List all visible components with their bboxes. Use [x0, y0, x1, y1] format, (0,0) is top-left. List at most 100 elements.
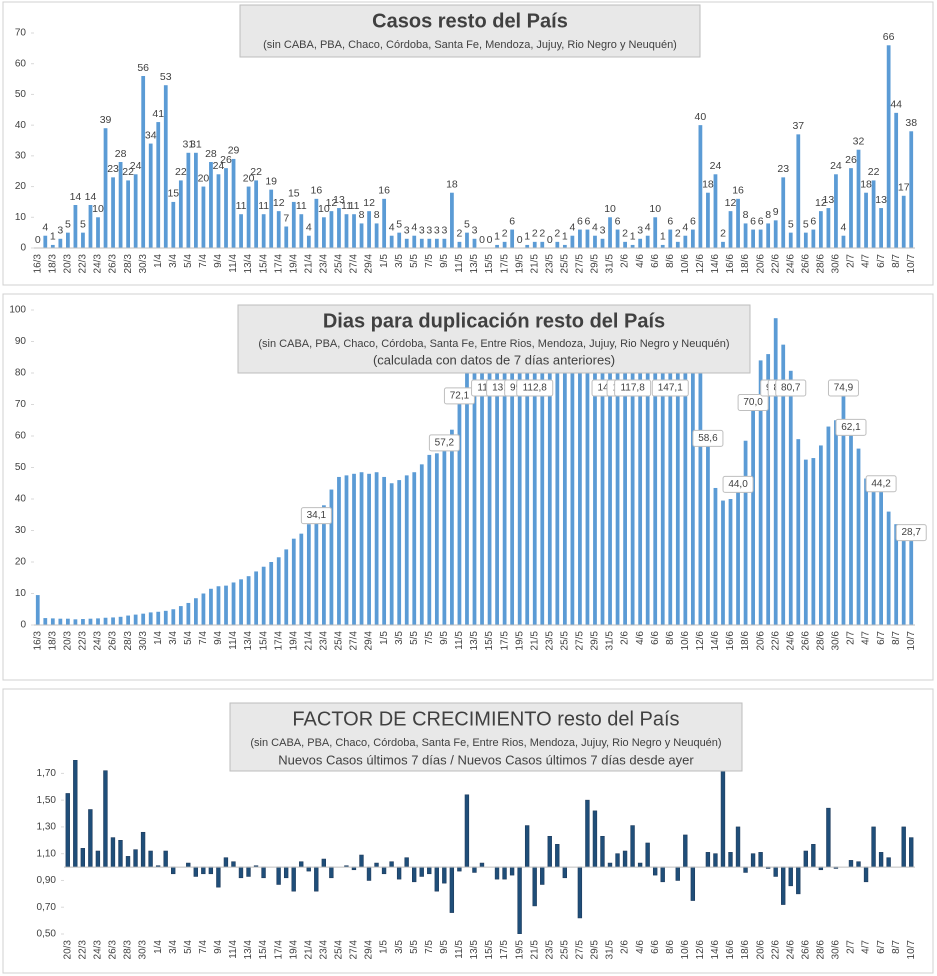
bar [126, 615, 131, 625]
bar [555, 310, 560, 625]
bar [80, 848, 86, 868]
data-label: 0 [487, 234, 493, 246]
bar [818, 445, 823, 625]
x-tick-label: 3/4 [168, 940, 179, 954]
bar [43, 618, 48, 625]
bar [781, 866, 786, 905]
bar [849, 429, 853, 625]
data-label: 39 [100, 114, 112, 126]
data-label-box [865, 475, 897, 493]
bar [901, 826, 906, 868]
bar [517, 866, 522, 934]
x-tick-label: 11/5 [454, 631, 465, 650]
data-label-box [651, 379, 689, 397]
x-tick-label: 16/3 [32, 631, 43, 651]
bar [322, 505, 326, 625]
data-label: 8 [743, 209, 749, 221]
x-tick-label: 21/4 [303, 631, 314, 651]
data-label: 8 [359, 209, 365, 221]
bar [163, 85, 168, 248]
bar [540, 866, 545, 885]
bar [607, 862, 613, 868]
x-tick-label: 11/5 [454, 254, 465, 273]
bar [645, 310, 650, 625]
chart-note: (calculada con datos de 7 días anteriore… [373, 352, 615, 367]
x-tick-label: 29/5 [590, 254, 601, 274]
bar [291, 201, 296, 248]
data-label: 6 [667, 215, 673, 227]
chart-subtitle: (sin CABA, PBA, Chaco, Córdoba, Santa Fe… [250, 737, 721, 749]
bar [337, 208, 341, 248]
bar [660, 244, 665, 248]
x-tick-label: 15/5 [484, 631, 495, 651]
y-tick-label: 100 [9, 305, 26, 316]
bar [773, 318, 778, 625]
bar [148, 850, 153, 868]
x-tick-label: 17/4 [273, 631, 284, 651]
data-label: 9 [773, 206, 779, 218]
bar [894, 524, 899, 625]
bar [261, 866, 266, 879]
x-tick-label: 9/4 [213, 254, 224, 268]
title-box [229, 702, 743, 772]
bar [442, 238, 447, 248]
x-tick-label: 7/5 [424, 631, 435, 645]
data-label: 8 [765, 209, 771, 221]
bar [374, 472, 379, 625]
bar [381, 866, 387, 875]
data-label: 3 [57, 225, 63, 237]
bar [427, 454, 432, 625]
bar [216, 586, 221, 625]
bar [645, 235, 650, 248]
data-label: 3 [419, 225, 425, 237]
bar [901, 528, 906, 625]
x-tick-label: 25/4 [334, 631, 345, 651]
bar [329, 866, 334, 879]
bar [404, 475, 409, 625]
bar [231, 582, 236, 625]
bar [329, 489, 334, 625]
bar [751, 404, 755, 625]
x-tick-label: 5/4 [183, 254, 194, 268]
bar [909, 534, 914, 625]
x-tick-label: 2/7 [846, 631, 857, 645]
bar [291, 866, 296, 892]
bar [366, 866, 372, 881]
bar [811, 844, 816, 868]
x-tick-label: 31/5 [605, 940, 616, 960]
bar [788, 232, 793, 248]
x-tick-label: 3/5 [394, 631, 405, 645]
bar [525, 310, 530, 625]
y-tick-label: 1,50 [37, 795, 57, 806]
bar [283, 866, 289, 879]
y-tick-label: 1,70 [37, 768, 57, 779]
data-label-box [775, 379, 807, 397]
data-label: 26 [845, 154, 857, 166]
data-label: 0 [517, 234, 523, 246]
y-tick-label: 40 [15, 120, 27, 131]
y-tick-label: 1,10 [37, 848, 57, 859]
data-label: 31 [183, 139, 195, 151]
bar [396, 866, 402, 880]
x-tick-label: 1/4 [153, 940, 164, 954]
data-label: 4 [569, 221, 575, 233]
x-tick-label: 13/4 [243, 631, 254, 651]
data-label: 16 [732, 185, 744, 197]
bar [743, 223, 748, 248]
x-tick-label: 10/7 [906, 254, 917, 274]
chart-title: Casos resto del País [372, 10, 568, 32]
bar [465, 357, 469, 625]
bar [623, 310, 627, 625]
data-label: 22 [122, 166, 134, 178]
bar [133, 174, 138, 248]
data-label: 5 [65, 218, 71, 230]
bar [848, 860, 854, 868]
data-label: 2 [532, 228, 538, 240]
bar [622, 850, 628, 868]
x-tick-label: 28/6 [816, 631, 827, 651]
bar [314, 517, 319, 625]
data-label: 24 [710, 160, 722, 172]
bar [638, 238, 643, 248]
bar [630, 825, 635, 868]
x-tick-label: 21/5 [529, 631, 540, 651]
